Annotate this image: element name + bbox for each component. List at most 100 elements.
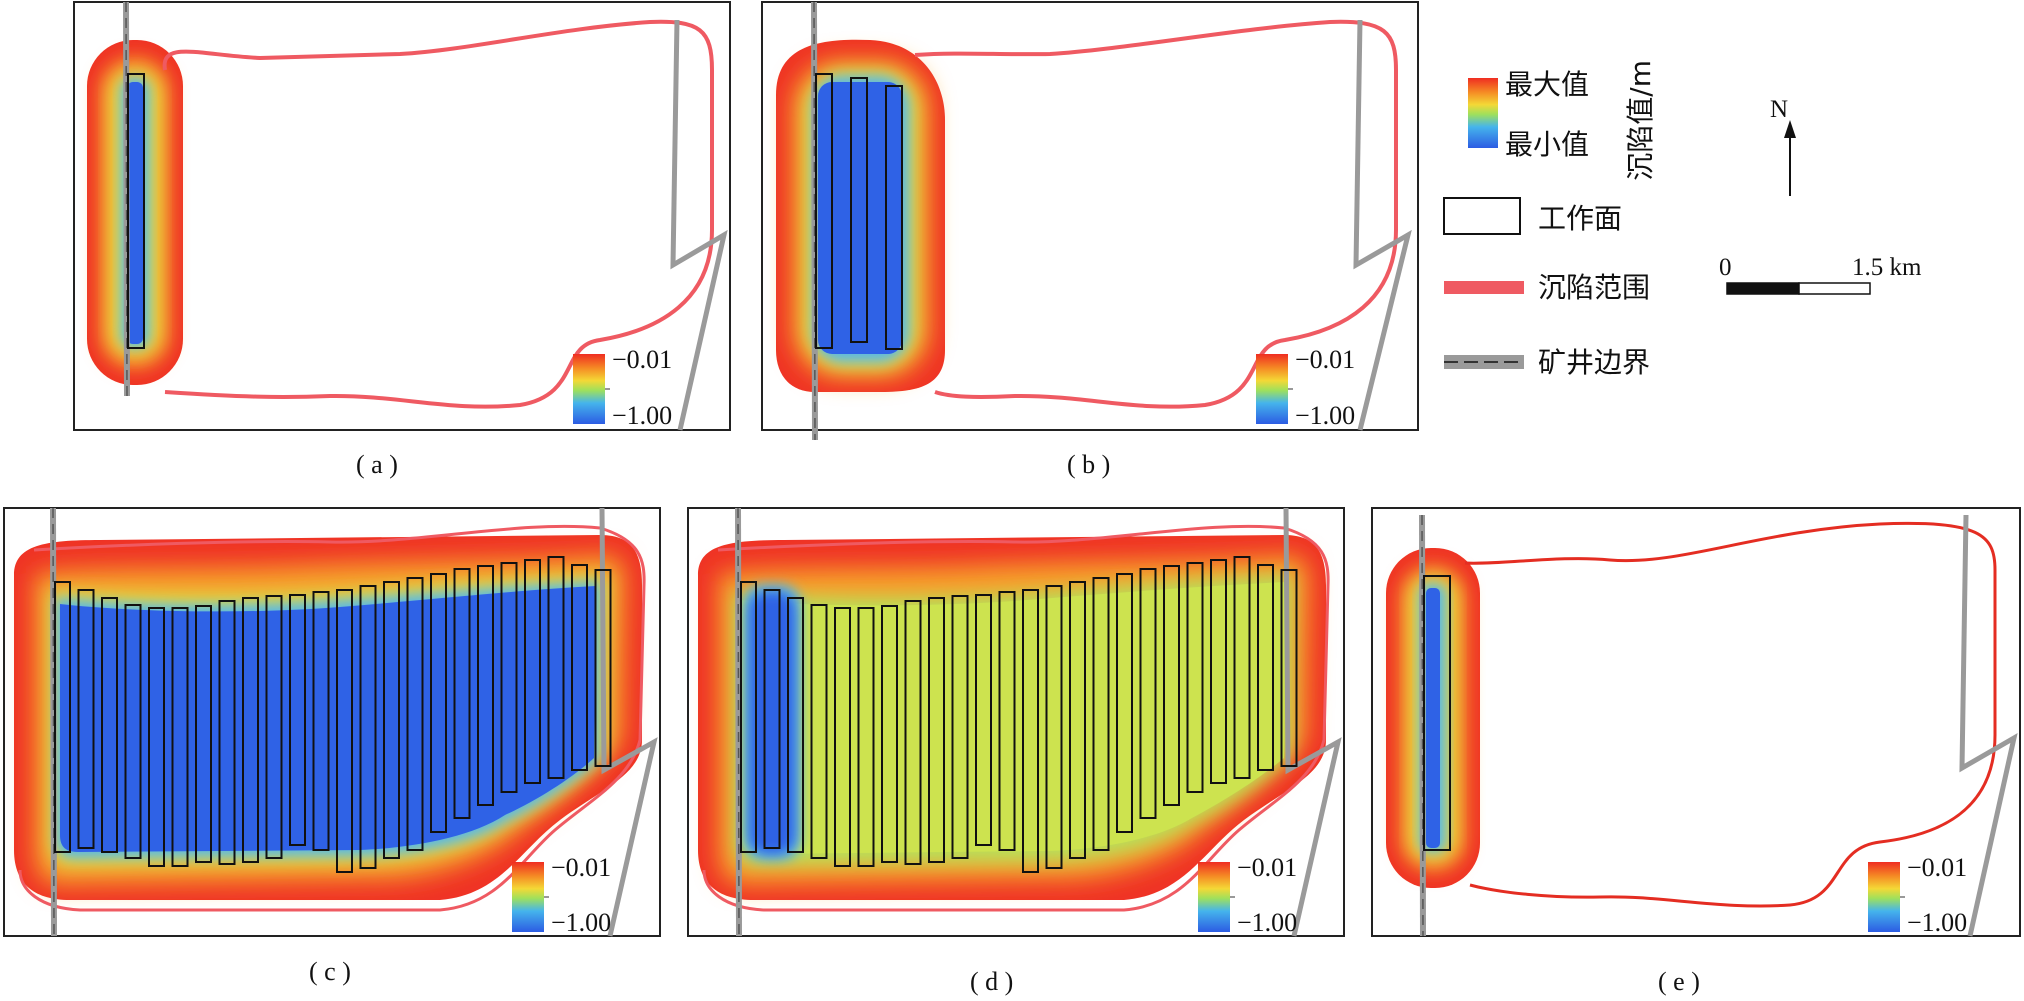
workface: [524, 559, 541, 784]
workface: [998, 591, 1016, 851]
workface-swatch: [1443, 197, 1521, 235]
workface: [477, 565, 494, 806]
scale-end-label: 1.5 km: [1852, 254, 1922, 281]
workface: [77, 589, 95, 849]
colorbar-min-label: −1.00: [551, 908, 611, 937]
panel-a: −0.01 −1.00 ( a ): [73, 1, 731, 479]
panel-label: ( c ): [309, 957, 351, 986]
scale-bar: 0 1.5 km: [1719, 254, 1922, 295]
panel-frame: [73, 1, 731, 431]
workface: [881, 605, 898, 863]
colorbar-min-label: −1.00: [612, 401, 672, 430]
workfaces: [740, 556, 1298, 873]
workface: [763, 589, 781, 849]
panel-colorbar: −0.01 −1.00: [573, 345, 672, 430]
legend-extent-label: 沉陷范围: [1538, 271, 1650, 304]
workface: [101, 597, 118, 853]
panel-label: ( d ): [970, 967, 1013, 996]
panel-label: ( b ): [1067, 450, 1110, 479]
scale-start-label: 0: [1719, 254, 1732, 281]
workface: [430, 573, 447, 833]
workface: [195, 605, 212, 863]
workface: [740, 581, 757, 853]
panel-e: −0.01 −1.00 ( e ): [1371, 507, 2021, 996]
workface: [1280, 569, 1298, 767]
workface: [885, 85, 903, 350]
workface: [787, 597, 804, 853]
legend: 最大值 最小值 沉陷值/m 工作面 沉陷范围 矿井边界: [1443, 60, 1657, 379]
north-arrow-icon: [1784, 120, 1796, 138]
workface: [500, 562, 518, 793]
workface: [359, 585, 377, 869]
mine-boundary: [123, 1, 728, 431]
colorbar-max-label: −0.01: [1295, 345, 1355, 374]
workface: [1069, 581, 1086, 859]
workface: [312, 591, 330, 851]
workfaces: [815, 73, 903, 350]
workface: [1210, 559, 1227, 784]
workface: [1257, 564, 1274, 771]
mine-boundary: [811, 1, 1412, 441]
workface: [1092, 577, 1110, 851]
workface: [850, 77, 868, 343]
workface: [124, 604, 142, 859]
colorbar-max-label: −0.01: [551, 853, 611, 882]
subsidence-field: [1386, 548, 1480, 888]
legend-min-label: 最小值: [1505, 128, 1589, 161]
workface: [406, 577, 424, 851]
workface: [54, 581, 71, 853]
workface: [242, 597, 259, 863]
panel-c: −0.01 −1.00 ( c ): [3, 507, 661, 986]
workfaces: [54, 556, 612, 873]
colorbar-min-label: −1.00: [1237, 908, 1297, 937]
panel-colorbar: −0.01 −1.00: [1256, 345, 1355, 430]
panel-d: −0.01 −1.00 ( d ): [687, 507, 1345, 996]
panel-colorbar: −0.01 −1.00: [1198, 853, 1297, 937]
workface: [857, 607, 875, 867]
colorbar-swatch: [1468, 78, 1498, 148]
panel-b: −0.01 −1.00 ( b ): [761, 1, 1419, 479]
workface: [1233, 556, 1251, 779]
panel-colorbar: −0.01 −1.00: [1868, 853, 1967, 937]
subsidence-extent-outline: [162, 19, 714, 409]
workface: [928, 597, 945, 863]
subsidence-extent-outline: [914, 19, 1398, 409]
workface: [171, 607, 189, 867]
subsidence-field: [87, 40, 183, 385]
panel-label: ( e ): [1658, 967, 1700, 996]
workface: [975, 594, 992, 846]
workface: [289, 594, 306, 846]
workface: [1022, 589, 1039, 873]
workface: [571, 564, 588, 771]
colorbar-max-label: −0.01: [1237, 853, 1297, 882]
colorbar-min-label: −1.00: [1907, 908, 1967, 937]
workface: [1139, 568, 1157, 819]
workface: [834, 607, 851, 867]
panel-label: ( a ): [356, 450, 398, 479]
legend-workface-label: 工作面: [1538, 202, 1622, 235]
mine-boundary: [1419, 514, 2018, 937]
workface: [547, 556, 565, 779]
workface: [810, 604, 828, 859]
workface: [383, 581, 400, 859]
panel-colorbar: −0.01 −1.00: [512, 853, 611, 937]
workface: [265, 595, 283, 859]
workface: [1423, 575, 1451, 851]
subsidence-field: [776, 39, 945, 392]
subsidence-extent-swatch: [1444, 281, 1524, 294]
workface: [1163, 565, 1180, 806]
workface: [127, 73, 145, 349]
colorbar-min-label: −1.00: [1295, 401, 1355, 430]
legend-boundary-label: 矿井边界: [1538, 346, 1650, 379]
subsidence-extent-outline: [18, 524, 646, 912]
workface: [336, 589, 353, 873]
subsidence-extent-outline: [1464, 521, 1997, 908]
legend-max-label: 最大值: [1505, 68, 1589, 101]
colorbar-max-label: −0.01: [1907, 853, 1967, 882]
workface: [148, 607, 165, 867]
workface: [1116, 573, 1133, 833]
workface: [1045, 585, 1063, 869]
north-arrow: N: [1770, 96, 1796, 196]
workface: [904, 600, 922, 865]
